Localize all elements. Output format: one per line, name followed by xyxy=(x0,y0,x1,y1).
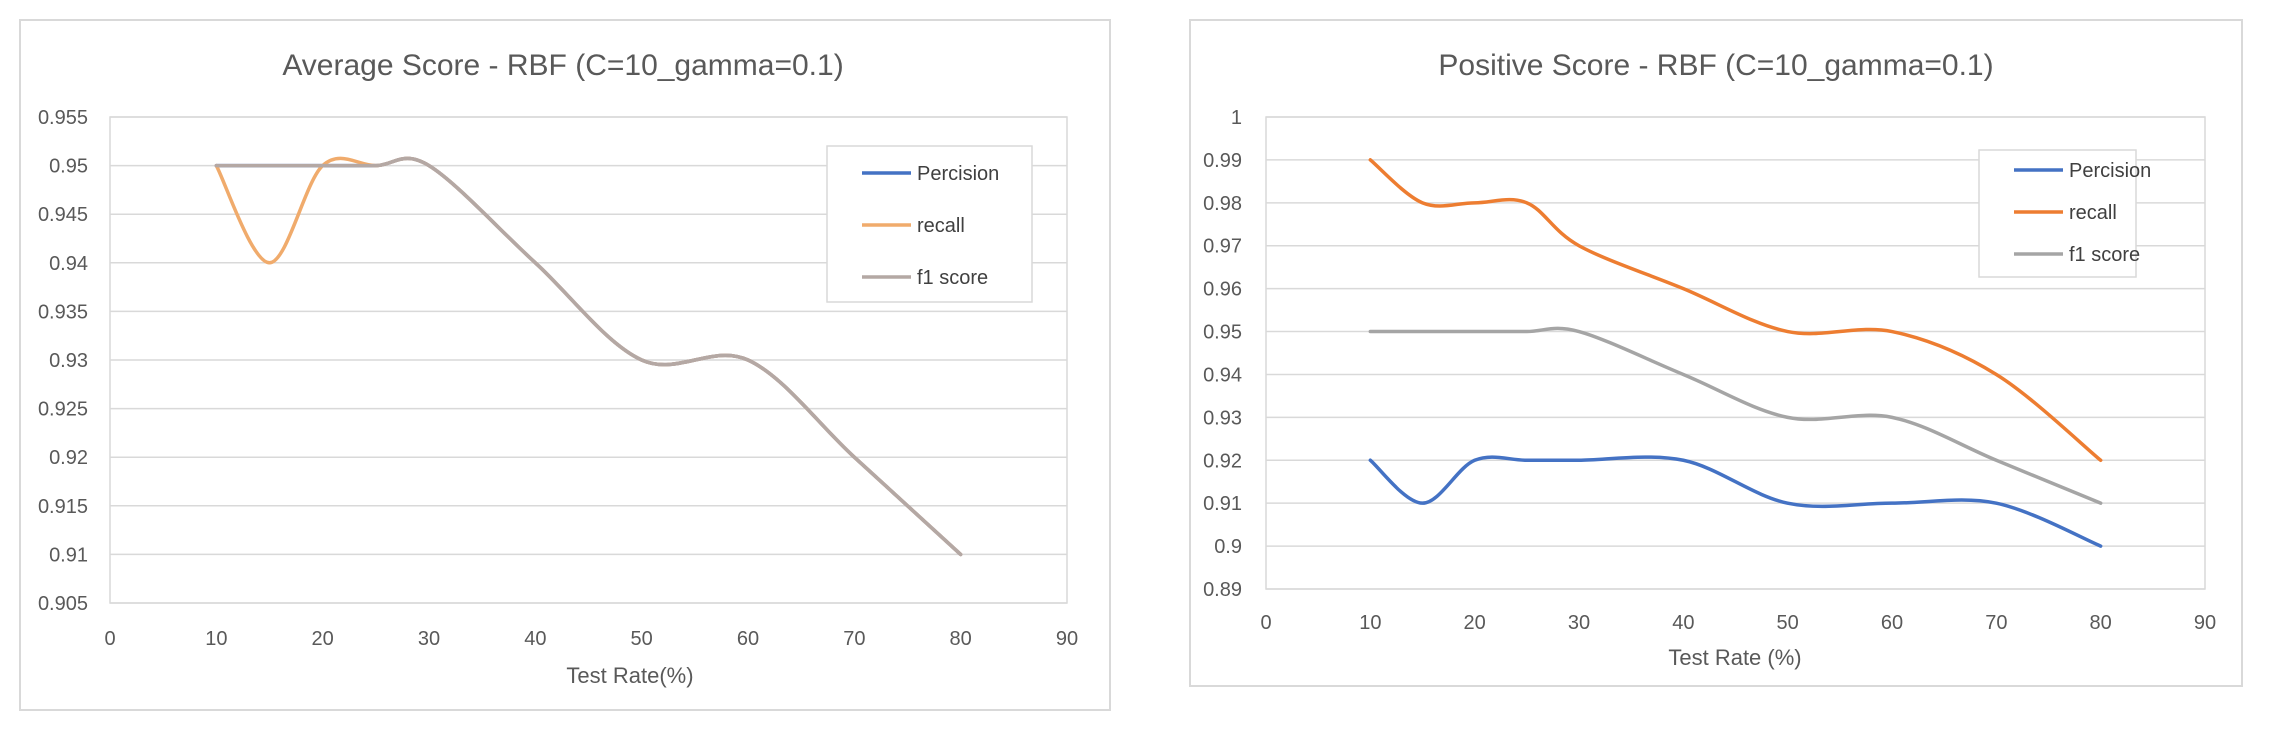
series-line-percision xyxy=(1368,455,2103,548)
x-tick-label: 0 xyxy=(1260,612,1271,634)
x-tick-label: 80 xyxy=(2090,612,2112,634)
legend: Percision recall f1 score xyxy=(1978,149,2151,278)
x-tick-label: 70 xyxy=(843,628,865,650)
chart-1: Average Score - RBF (C=10_gamma=0.1) 0.90… xyxy=(38,49,1078,688)
y-tick-label: 0.89 xyxy=(1203,579,1242,601)
x-tick-label: 50 xyxy=(631,628,653,650)
series-line-recall xyxy=(1368,158,2103,463)
chart-1-frame xyxy=(19,19,1111,711)
y-tick-label: 0.98 xyxy=(1203,193,1242,215)
x-tick-label: 80 xyxy=(950,628,972,650)
y-tick-label: 0.9 xyxy=(1214,536,1242,558)
y-tick-label: 0.945 xyxy=(38,204,88,226)
x-tick-label: 10 xyxy=(205,628,227,650)
y-tick-label: 0.935 xyxy=(38,301,88,323)
y-tick-label: 0.91 xyxy=(49,544,88,566)
legend-label: f1 score xyxy=(2069,244,2140,266)
x-tick-label: 90 xyxy=(2194,612,2216,634)
legend-label: Percision xyxy=(917,163,999,185)
x-tick-label: 40 xyxy=(1672,612,1694,634)
y-tick-label: 0.95 xyxy=(1203,322,1242,344)
y-tick-label: 0.95 xyxy=(49,156,88,178)
y-tick-label: 0.91 xyxy=(1203,493,1242,515)
legend-label: f1 score xyxy=(917,267,988,289)
x-tick-label: 60 xyxy=(737,628,759,650)
series-line-f1-score xyxy=(1368,326,2103,505)
y-tick-label: 0.96 xyxy=(1203,279,1242,301)
x-tick-label: 90 xyxy=(1056,628,1078,650)
x-axis-title: Test Rate(%) xyxy=(566,663,693,688)
x-tick-label: 30 xyxy=(1568,612,1590,634)
x-tick-label: 20 xyxy=(1464,612,1486,634)
legend-label: Percision xyxy=(2069,160,2151,182)
y-tick-label: 0.94 xyxy=(49,253,88,275)
y-tick-label: 0.92 xyxy=(1203,450,1242,472)
y-tick-label: 0.93 xyxy=(49,350,88,372)
plot-area-border xyxy=(109,116,1068,604)
x-tick-label: 30 xyxy=(418,628,440,650)
chart-title: Positive Score - RBF (C=10_gamma=0.1) xyxy=(1438,49,1993,82)
series-line-f1-score xyxy=(214,156,963,557)
x-tick-label: 60 xyxy=(1881,612,1903,634)
x-tick-label: 70 xyxy=(1985,612,2007,634)
x-axis-title: Test Rate (%) xyxy=(1668,645,1801,670)
legend-label: recall xyxy=(2069,202,2117,224)
chart-2: Positive Score - RBF (C=10_gamma=0.1) 0.8… xyxy=(1203,49,2216,670)
y-tick-label: 0.92 xyxy=(49,447,88,469)
y-tick-label: 1 xyxy=(1231,107,1242,129)
y-tick-label: 0.97 xyxy=(1203,236,1242,258)
legend-box xyxy=(826,145,1033,303)
y-tick-label: 0.915 xyxy=(38,496,88,518)
x-tick-label: 20 xyxy=(312,628,334,650)
y-tick-label: 0.905 xyxy=(38,593,88,615)
y-tick-label: 0.925 xyxy=(38,399,88,421)
legend: Percision recall f1 score xyxy=(826,145,1033,303)
y-tick-label: 0.94 xyxy=(1203,364,1242,386)
x-tick-label: 40 xyxy=(524,628,546,650)
y-tick-label: 0.99 xyxy=(1203,150,1242,172)
chart-2-frame xyxy=(1189,19,2243,687)
legend-label: recall xyxy=(917,215,965,237)
y-tick-label: 0.955 xyxy=(38,107,88,129)
y-tick-label: 0.93 xyxy=(1203,407,1242,429)
x-tick-label: 10 xyxy=(1359,612,1381,634)
plot-area-border xyxy=(1265,116,2206,590)
chart-title: Average Score - RBF (C=10_gamma=0.1) xyxy=(282,49,843,82)
x-tick-label: 0 xyxy=(104,628,115,650)
x-tick-label: 50 xyxy=(1777,612,1799,634)
